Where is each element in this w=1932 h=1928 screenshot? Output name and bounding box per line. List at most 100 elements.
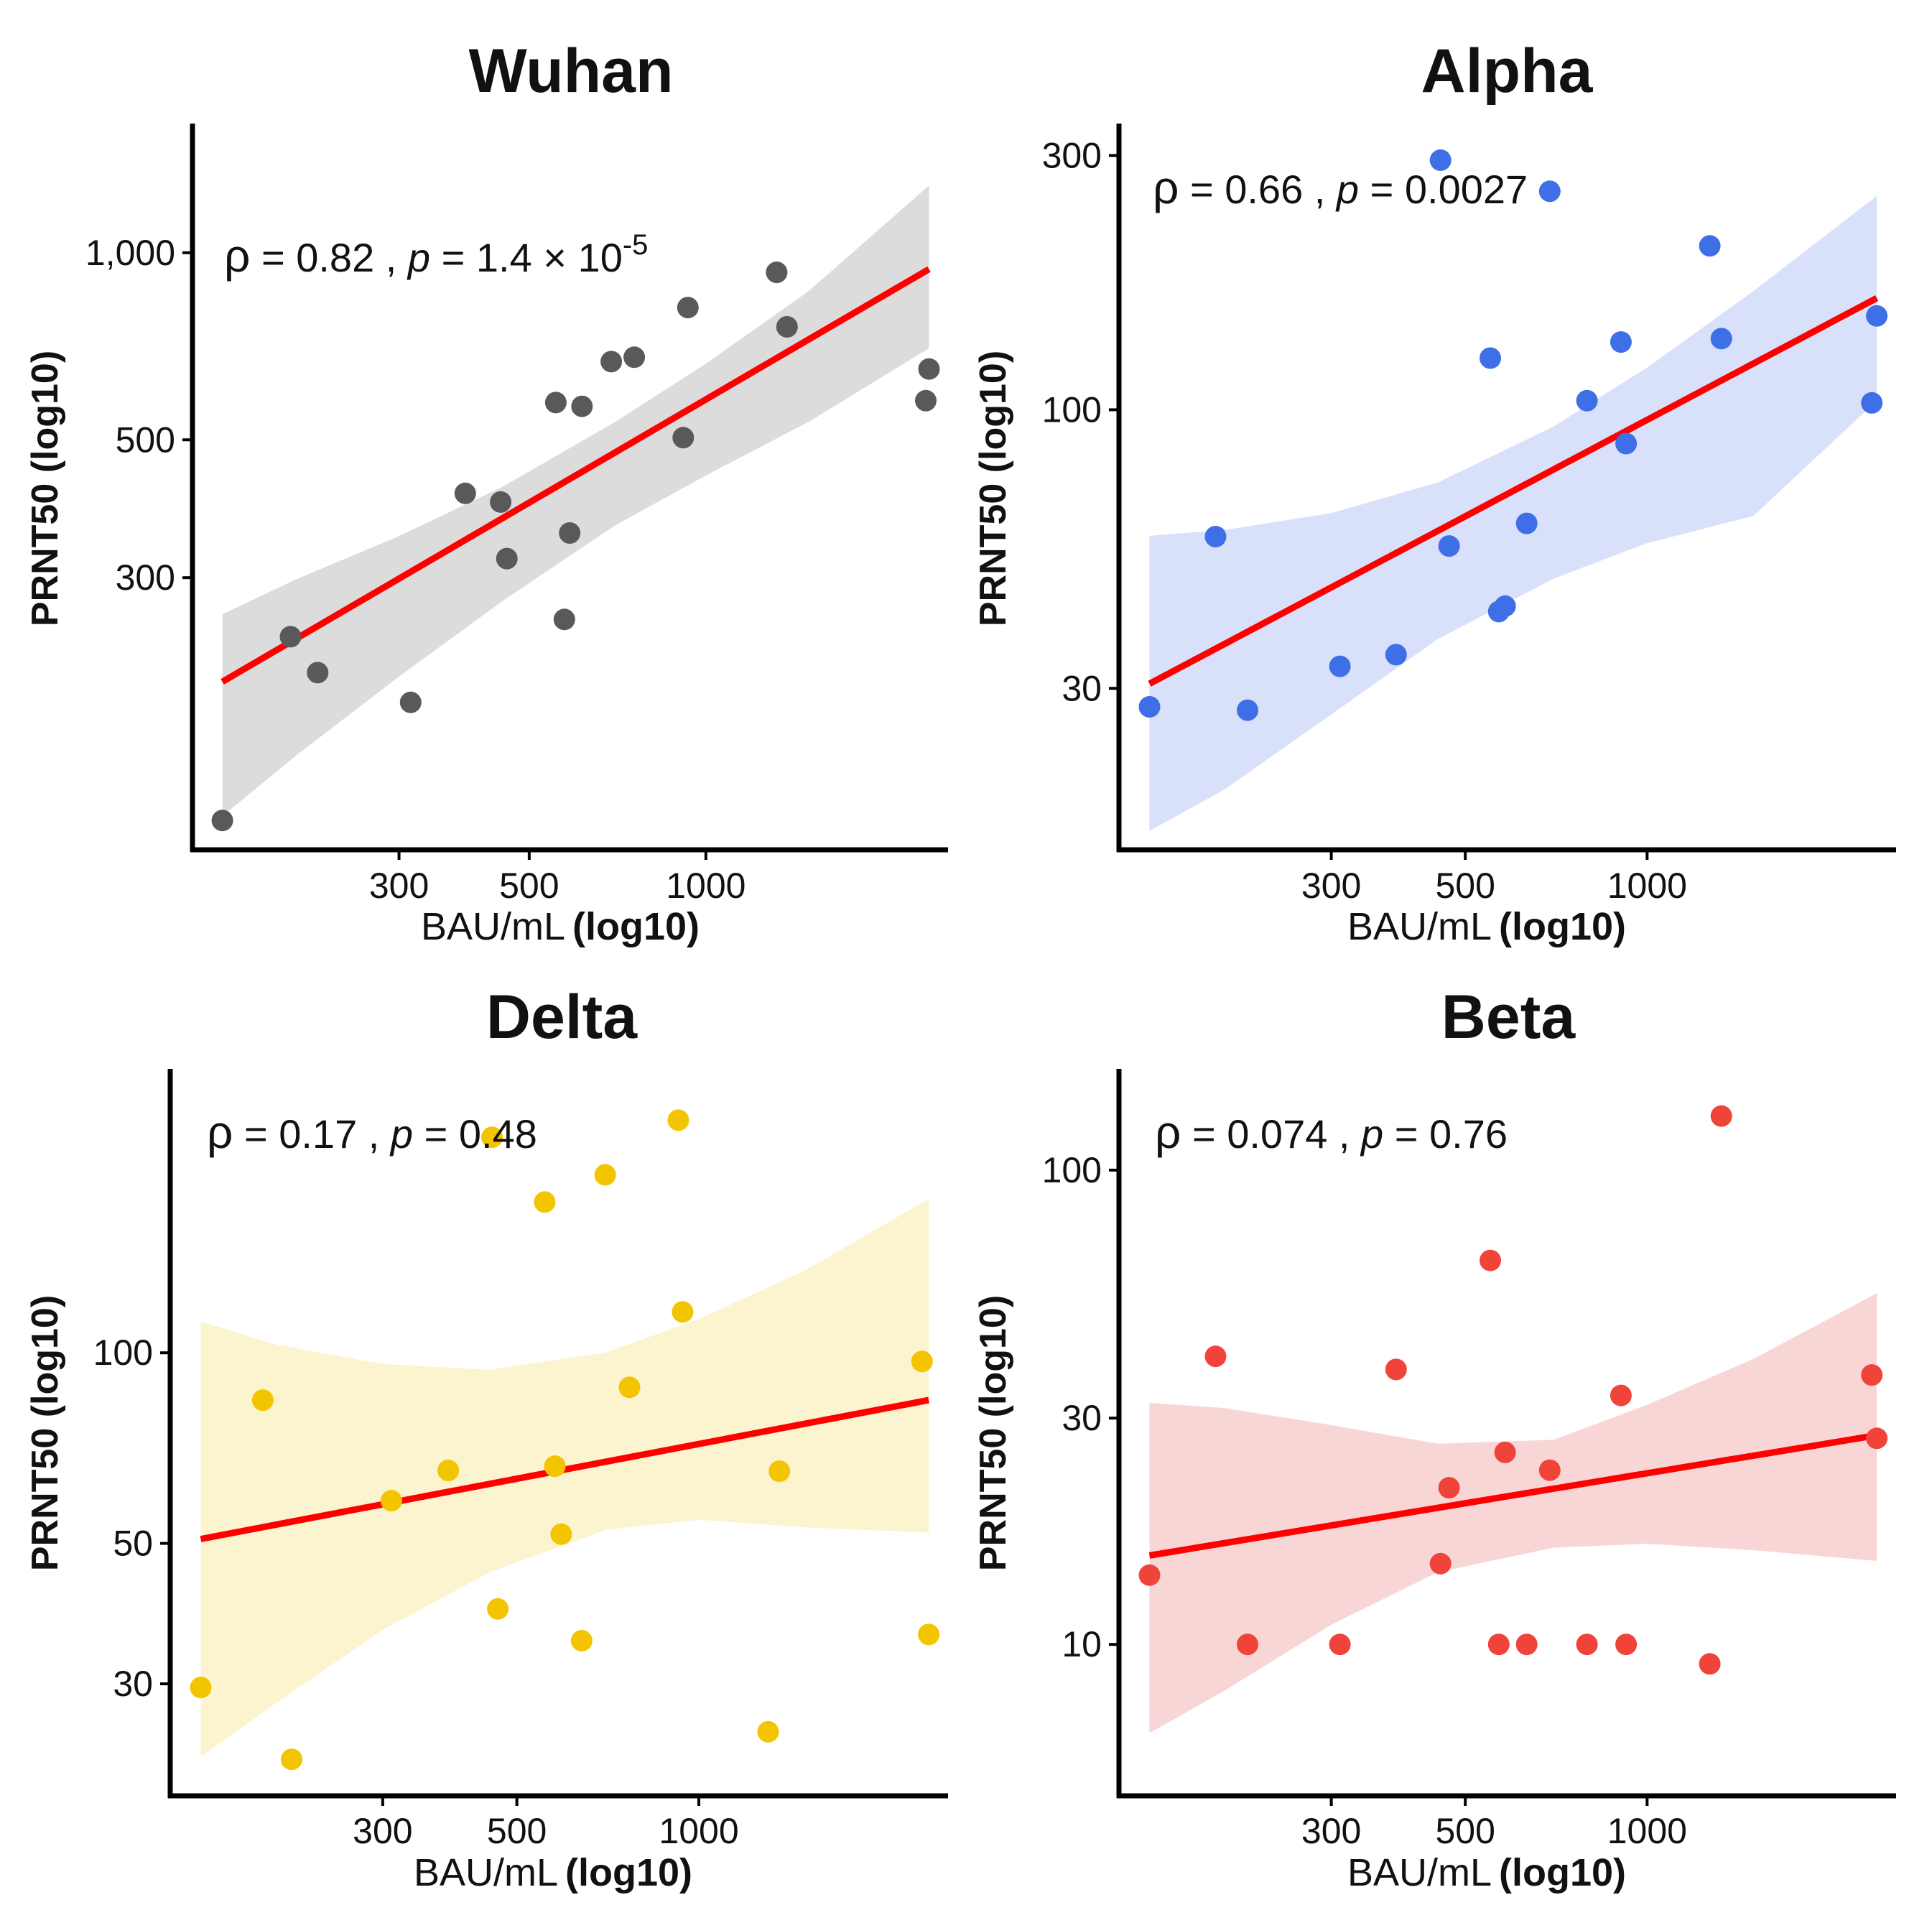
data-point [190,1677,212,1699]
p-symbol: p [389,1111,413,1157]
data-point [1538,1459,1561,1481]
y-tick-label: 30 [113,1664,153,1704]
data-point [211,810,233,832]
rho-value: = 0.82 , [250,235,408,280]
data-point [1237,1633,1258,1656]
data-point [918,358,940,380]
data-point [1699,235,1721,257]
x-tick-label: 500 [499,866,559,906]
data-point [1438,535,1460,557]
data-point [1329,1633,1351,1656]
data-point [766,261,788,284]
p-value: = 0.76 [1383,1111,1508,1157]
x-tick-label: 300 [369,866,429,906]
data-point [490,491,512,513]
p-exponent: -5 [623,229,649,261]
y-tick-label: 30 [1062,668,1102,708]
p-value: = 1.4 × 10 [430,235,623,280]
data-point [544,391,567,414]
chart-panel-wuhan: 300 500 1000 300 500 1,000 Wuhan BAU/mL (log10) P… [24,37,948,948]
rho-value: = 0.17 , [233,1111,391,1157]
data-point [1861,1364,1883,1386]
data-point [251,1389,274,1412]
x-tick-label: 1000 [666,866,746,906]
data-point [487,1598,509,1620]
correlation-annotation: ρ = 0.17 , p = 0.48 [207,1106,537,1158]
data-point [1480,347,1501,369]
x-tick-label: 1000 [1607,1811,1687,1851]
x-tick-label: 1000 [659,1811,738,1851]
x-axis-label-main: BAU/mL [1347,1851,1492,1894]
x-axis-label-bold: (log10) [565,1851,692,1894]
data-point [1538,180,1561,203]
y-tick-label: 100 [1042,389,1102,430]
data-point [776,316,798,338]
x-tick-label: 500 [1435,1811,1495,1851]
x-tick-label: 1000 [1607,866,1687,906]
y-tick-label: 30 [1062,1398,1102,1438]
data-point [279,626,302,648]
regression-line [1148,295,1879,687]
correlation-annotation: ρ = 0.82 , p = 1.4 × 10-5 [224,229,648,282]
data-point [915,389,937,412]
data-point [618,1376,641,1399]
rho-symbol: ρ [207,1106,233,1158]
chart-title: Beta [1441,983,1576,1052]
data-point [1480,1249,1501,1271]
y-tick-label: 1,000 [85,233,175,273]
data-point [672,1301,694,1323]
x-axis-label-main: BAU/mL [1347,905,1492,948]
data-point [918,1623,940,1646]
y-axis-label: PRNT50 (log10) [24,351,66,626]
data-point [1429,149,1452,171]
data-point [553,608,575,631]
confidence-band [1149,1293,1877,1733]
y-tick-label: 100 [1042,1150,1102,1190]
y-tick-label: 500 [116,420,175,460]
x-tick-label: 500 [1435,866,1495,906]
data-point [1237,699,1258,721]
data-point [1866,1427,1888,1450]
rho-symbol: ρ [224,230,250,282]
y-tick-label: 300 [116,557,175,598]
x-axis-label: BAU/mL (log10) [421,905,700,948]
data-point [544,1455,566,1478]
confidence-band [200,1199,929,1757]
p-value: = 0.48 [413,1111,537,1157]
data-point [559,522,581,544]
x-axis-label-bold: (log10) [1499,1851,1626,1894]
x-axis-label-bold: (log10) [1499,905,1626,948]
data-point [667,1109,689,1131]
data-point [600,351,623,373]
data-point [1494,1441,1516,1463]
p-symbol: p [1335,167,1359,212]
rho-symbol: ρ [1155,1106,1181,1158]
data-point [1610,331,1632,353]
data-point [1438,1477,1460,1499]
chart-panel-delta: 300 500 1000 30 50 100 Delta BAU/mL (log10) PRNT5… [24,983,948,1894]
y-tick-label: 50 [113,1524,153,1564]
data-point [1487,1633,1510,1656]
data-point [623,346,646,369]
chart-title: Delta [486,983,638,1052]
data-point [1710,328,1732,350]
y-tick-label: 100 [93,1333,153,1373]
data-point [1576,389,1598,412]
x-axis-label: BAU/mL (log10) [1347,905,1626,948]
data-point [281,1748,302,1771]
data-point [307,662,329,684]
y-tick-label: 10 [1062,1624,1102,1664]
x-tick-label: 300 [1301,1811,1361,1851]
data-point [757,1720,779,1743]
data-point [1204,1345,1227,1368]
data-point [1494,595,1516,617]
x-axis-label-bold: (log10) [572,905,700,948]
correlation-annotation: ρ = 0.074 , p = 0.76 [1155,1106,1508,1158]
chart-panel-beta: 300 500 1000 10 30 100 Beta BAU/mL (log10) PRNT50… [972,983,1896,1894]
data-point [1615,432,1638,455]
rho-value: = 0.66 , [1179,167,1337,212]
regression-line [1148,1432,1877,1559]
data-point [672,427,695,449]
data-point [1385,1358,1407,1381]
data-point [1699,1653,1721,1675]
